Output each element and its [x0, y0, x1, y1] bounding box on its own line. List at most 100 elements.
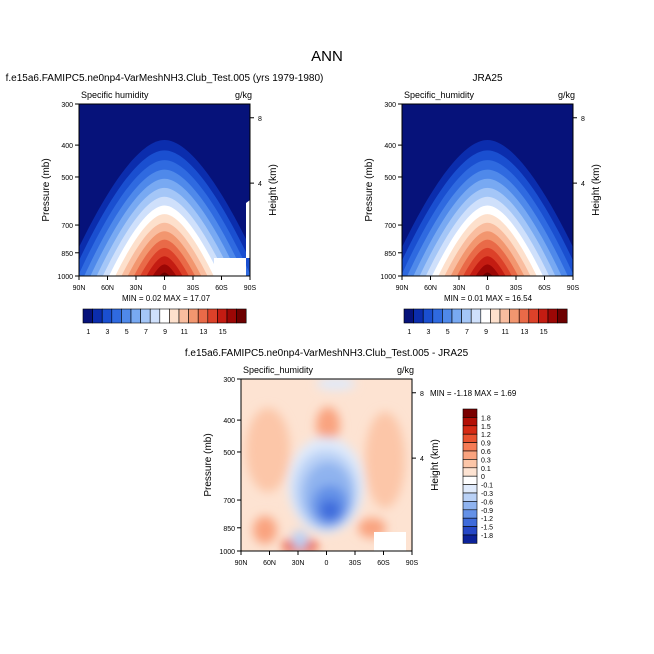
colorbar-swatch	[518, 308, 530, 324]
colorbar-label: 5	[446, 329, 450, 336]
colorbar-swatch	[226, 308, 237, 324]
variable-label: Specific humidity	[81, 90, 149, 100]
colorbar-label: 3	[106, 329, 110, 336]
colorbar-swatch	[462, 433, 478, 443]
colorbar-label: -0.6	[481, 499, 493, 506]
x-tick-label: 60S	[538, 285, 551, 292]
stats-label: MIN = -1.18 MAX = 1.69	[430, 389, 517, 398]
y-tick-label: 850	[223, 526, 235, 533]
colorbar-humidity-right: 1 3 5 7 9 11 13 15	[403, 308, 568, 336]
colorbar-swatch	[547, 308, 558, 324]
contour-field	[241, 379, 412, 551]
x-tick-label: 30N	[453, 285, 466, 292]
x-tick-label: 90S	[406, 560, 419, 567]
missing-data-patch	[214, 200, 250, 276]
units-label: g/kg	[558, 90, 575, 100]
colorbar-label: 7	[144, 329, 148, 336]
colorbar-swatch	[480, 308, 491, 324]
y-axis-label: Pressure (mb)	[203, 433, 214, 496]
colorbar-label: 3	[427, 329, 431, 336]
y-tick-label: 300	[384, 102, 396, 109]
contour-field	[79, 104, 250, 276]
y-tick-label: 700	[223, 498, 235, 505]
height-tick-label: 8	[258, 116, 262, 123]
y-tick-label: 300	[61, 102, 73, 109]
colorbar-humidity: 1 3 5 7 9 11 13 15 1 3 5 7 9 11 13 15	[82, 308, 568, 336]
colorbar-label: 9	[484, 329, 488, 336]
colorbar-swatch	[169, 308, 180, 324]
colorbar-label: -1.8	[481, 533, 493, 540]
colorbar-swatch	[461, 308, 472, 324]
y-tick-label: 500	[223, 450, 235, 457]
x-tick-label: 90N	[235, 560, 248, 567]
difference-field	[246, 379, 405, 551]
y-tick-label: 1000	[380, 274, 396, 281]
y-tick-label: 850	[384, 251, 396, 258]
right-axis-label: Height (km)	[430, 439, 441, 491]
x-tick-label: 0	[486, 285, 490, 292]
contour-level	[482, 272, 493, 276]
colorbar-swatch	[462, 459, 478, 469]
y-tick-label: 1000	[219, 549, 235, 556]
colorbar-label: -0.1	[481, 483, 493, 490]
panel-jra25: JRA25 Specific_humidity g/kg 90N 60N 30N 0 30S 6…	[364, 73, 602, 303]
colorbar-swatch	[140, 308, 151, 324]
colorbar-label: 0.9	[481, 441, 491, 448]
colorbar-swatch	[413, 308, 424, 324]
y-tick-label: 700	[384, 223, 396, 230]
colorbar-swatch	[462, 425, 478, 435]
units-label: g/kg	[235, 90, 252, 100]
panel-model: f.e15a6.FAMIPC5.ne0np4-VarMeshNH3.Club_T…	[6, 73, 324, 303]
colorbar-swatch	[462, 534, 478, 544]
x-tick-label: 60S	[377, 560, 390, 567]
colorbar-swatch	[82, 308, 93, 324]
missing-data-patch	[374, 532, 406, 551]
x-tick-label: 90S	[244, 285, 257, 292]
colorbar-difference: 1.81.51.20.90.60.30.10-0.1-0.3-0.6-0.9-1…	[462, 408, 493, 544]
height-tick-label: 4	[420, 456, 424, 463]
colorbar-swatch	[422, 308, 434, 324]
y-tick-label: 300	[223, 377, 235, 384]
colorbar-label: 0	[481, 474, 485, 481]
contour-blob	[320, 500, 340, 520]
colorbar-swatch	[462, 509, 478, 519]
colorbar-label: 0.6	[481, 449, 491, 456]
x-tick-label: 90S	[567, 285, 580, 292]
colorbar-swatch	[149, 308, 161, 324]
colorbar-swatch	[207, 308, 218, 324]
colorbar-swatch	[403, 308, 414, 324]
colorbar-label: -1.5	[481, 525, 493, 532]
x-tick-label: 60N	[424, 285, 437, 292]
x-tick-label: 60N	[101, 285, 114, 292]
x-tick-label: 30N	[292, 560, 305, 567]
height-tick-label: 4	[258, 181, 262, 188]
right-axis-label: Height (km)	[591, 164, 602, 216]
panel-title: f.e15a6.FAMIPC5.ne0np4-VarMeshNH3.Club_T…	[185, 348, 469, 359]
contour-level	[152, 264, 177, 276]
colorbar-swatch	[462, 517, 478, 527]
x-tick-label: 60S	[215, 285, 228, 292]
units-label: g/kg	[397, 365, 414, 375]
colorbar-swatch	[528, 308, 539, 324]
panel-difference: f.e15a6.FAMIPC5.ne0np4-VarMeshNH3.Club_T…	[185, 348, 517, 567]
variable-label: Specific_humidity	[404, 90, 475, 100]
colorbar-label: 13	[521, 329, 529, 336]
colorbar-swatch	[159, 308, 170, 324]
colorbar-label: 0.3	[481, 457, 491, 464]
colorbar-label: 13	[200, 329, 208, 336]
y-tick-label: 500	[384, 175, 396, 182]
x-tick-label: 90N	[396, 285, 409, 292]
colorbar-label: 1.5	[481, 424, 491, 431]
right-axis-label: Height (km)	[268, 164, 279, 216]
colorbar-label: 1.8	[481, 415, 491, 422]
stats-label: MIN = 0.01 MAX = 16.54	[444, 294, 533, 303]
colorbar-label: -1.2	[481, 516, 493, 523]
y-tick-label: 400	[223, 418, 235, 425]
colorbar-swatch	[121, 308, 132, 324]
contour-level	[475, 264, 500, 276]
contour-blob	[365, 412, 405, 508]
colorbar-swatch	[432, 308, 443, 324]
y-tick-label: 700	[61, 223, 73, 230]
colorbar-swatch	[462, 492, 478, 502]
